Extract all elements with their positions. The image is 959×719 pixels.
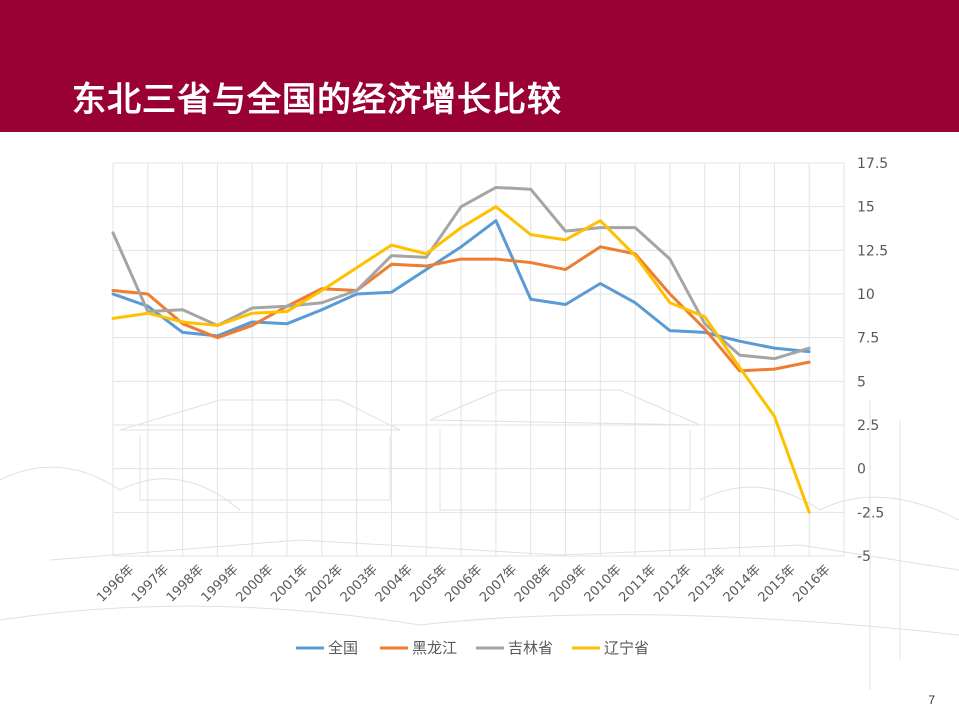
x-tick-label: 2004年	[373, 562, 416, 605]
y-tick-label: 0	[857, 462, 866, 478]
x-tick-label: 2000年	[233, 562, 276, 605]
x-tick-label: 2007年	[477, 562, 520, 605]
x-tick-label: 2006年	[442, 562, 485, 605]
x-tick-label: 1997年	[129, 562, 172, 605]
y-tick-label: 7.5	[857, 331, 879, 347]
slide-title: 东北三省与全国的经济增长比较	[72, 80, 562, 120]
x-tick-label: 2016年	[790, 562, 833, 605]
legend-label: 吉林省	[508, 639, 553, 657]
y-tick-label: 10	[857, 287, 875, 303]
title-banner	[0, 0, 959, 132]
x-tick-label: 1998年	[164, 562, 207, 605]
x-tick-label: 2013年	[686, 562, 729, 605]
series-line-全国	[111, 219, 811, 354]
y-axis-ticks: 17.5 15 12.5 10 7.5 5 2.5 0 -2.5 -5	[857, 156, 888, 565]
x-tick-label: 2015年	[756, 562, 799, 605]
series-lines	[111, 185, 811, 514]
x-tick-label: 2008年	[512, 562, 555, 605]
y-tick-label: -2.5	[857, 505, 884, 521]
x-tick-label: 2003年	[338, 562, 381, 605]
y-tick-label: 5	[857, 374, 866, 390]
y-tick-label: -5	[857, 549, 871, 565]
x-tick-label: 2001年	[268, 562, 311, 605]
y-tick-label: 2.5	[857, 418, 879, 434]
x-tick-label: 1996年	[94, 562, 137, 605]
y-tick-label: 15	[857, 200, 875, 216]
x-tick-label: 1999年	[199, 562, 242, 605]
y-tick-label: 12.5	[857, 243, 888, 259]
background-sketch	[0, 389, 959, 690]
legend-label: 黑龙江	[412, 639, 457, 657]
series-line-黑龙江	[111, 245, 811, 373]
y-tick-label: 17.5	[857, 156, 888, 172]
series-line-吉林省	[111, 185, 811, 361]
gridlines	[112, 162, 845, 557]
legend: 全国 黑龙江 吉林省 辽宁省	[296, 639, 649, 657]
x-tick-label: 2012年	[651, 562, 694, 605]
page-number: 7	[928, 693, 935, 707]
x-tick-label: 2002年	[303, 562, 346, 605]
x-tick-label: 2014年	[721, 562, 764, 605]
x-tick-label: 2010年	[582, 562, 625, 605]
x-tick-label: 2011年	[616, 562, 659, 605]
series-line-辽宁省	[111, 205, 811, 514]
x-tick-label: 2005年	[407, 562, 450, 605]
legend-label: 全国	[328, 639, 358, 657]
legend-label: 辽宁省	[604, 639, 649, 657]
x-tick-label: 2009年	[547, 562, 590, 605]
x-axis-ticks: 1996年1997年1998年1999年2000年2001年2002年2003年…	[94, 562, 833, 605]
